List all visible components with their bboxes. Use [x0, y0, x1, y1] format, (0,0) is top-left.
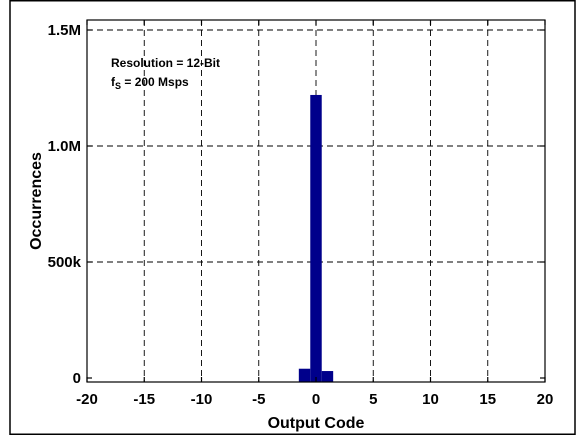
- y-tick-labels: 0 500k 1.0M 1.5M: [48, 22, 82, 387]
- x-tick-label-7: 15: [479, 391, 496, 408]
- ticks: [86, 20, 546, 382]
- annotation-fs-symbol: f: [111, 75, 116, 89]
- annotation-fs-value: = 200 Msps: [121, 75, 189, 89]
- bar-code--1: [298, 368, 311, 382]
- bars: [298, 94, 334, 383]
- y-tick-label-3: 1.5M: [48, 22, 81, 39]
- x-tick-label-5: 5: [369, 391, 377, 408]
- x-tick-label-2: -10: [191, 391, 213, 408]
- y-tick-label-0: 0: [73, 370, 81, 387]
- x-tick-labels: -20 -15 -10 -5 0 5 10 15 20: [76, 391, 553, 408]
- annotation-resolution: Resolution = 12-Bit: [111, 56, 220, 70]
- y-axis-label: Occurrences: [28, 152, 45, 250]
- x-tick-label-1: -15: [133, 391, 155, 408]
- y-tick-label-2: 1.0M: [48, 138, 81, 155]
- bar-code-1: [321, 371, 334, 382]
- x-tick-label-3: -5: [252, 391, 265, 408]
- annotation-sample-rate: fS = 200 Msps: [111, 75, 189, 91]
- x-tick-label-6: 10: [422, 391, 439, 408]
- x-tick-label-8: 20: [537, 391, 554, 408]
- x-tick-label-4: 0: [312, 391, 320, 408]
- x-axis-label: Output Code: [268, 415, 365, 432]
- grid-lines: [87, 20, 545, 382]
- figure-border: [9, 0, 576, 435]
- bar-code-0: [310, 94, 322, 383]
- x-tick-label-0: -20: [76, 391, 98, 408]
- y-tick-label-1: 500k: [48, 254, 82, 271]
- annotation-fs-subscript: S: [115, 81, 121, 91]
